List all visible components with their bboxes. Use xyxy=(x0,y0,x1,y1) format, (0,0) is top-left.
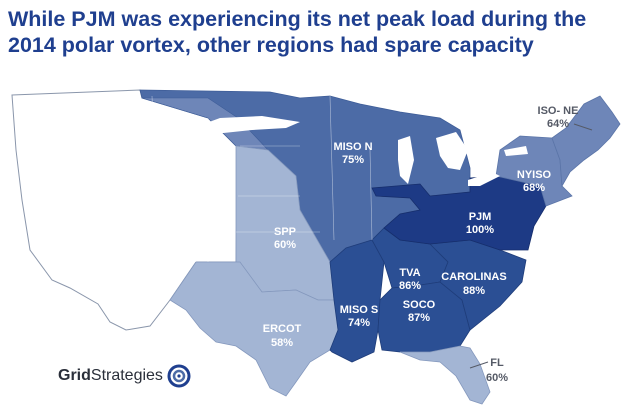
region-label-miso-s: MISO S 74% xyxy=(340,304,379,329)
miso-n-value: 75% xyxy=(342,154,364,166)
carolinas-value: 88% xyxy=(463,285,485,297)
lake-superior xyxy=(182,116,300,140)
region-miso-s xyxy=(329,239,385,363)
nyiso-value: 68% xyxy=(523,182,545,194)
tva-value: 86% xyxy=(399,280,421,292)
region-fl xyxy=(399,345,491,405)
ercot-value: 58% xyxy=(271,337,293,349)
spp-value: 60% xyxy=(274,239,296,251)
tva-name: TVA xyxy=(399,267,420,279)
nyiso-name: NYISO xyxy=(517,169,552,181)
lake-ontario xyxy=(504,146,528,156)
title-line-1: While PJM was experiencing its net peak … xyxy=(8,7,587,31)
ercot-name: ERCOT xyxy=(263,323,302,335)
pjm-value: 100% xyxy=(466,224,494,236)
logo-mark-icon xyxy=(167,364,191,388)
region-ercot xyxy=(169,261,339,397)
fl-name: FL xyxy=(490,357,504,369)
region-label-miso-n: MISO N 75% xyxy=(333,141,372,166)
region-soco xyxy=(377,281,471,353)
state-lines xyxy=(61,93,373,291)
region-label-spp: SPP 60% xyxy=(274,226,296,251)
region-label-carolinas: CAROLINAS 88% xyxy=(441,271,506,297)
fl-value: 60% xyxy=(486,372,508,384)
title-line-2: 2014 polar vortex, other regions had spa… xyxy=(8,33,534,57)
map-title: While PJM was experiencing its net peak … xyxy=(8,6,628,58)
region-label-ercot: ERCOT 58% xyxy=(263,323,302,349)
region-isone xyxy=(551,95,621,188)
pjm-name: PJM xyxy=(469,211,492,223)
grid-strategies-logo: Grid Strategies xyxy=(58,364,191,388)
lake-huron xyxy=(436,132,468,170)
soco-value: 87% xyxy=(408,312,430,324)
region-pjm xyxy=(371,175,547,251)
region-label-soco: SOCO 87% xyxy=(403,299,436,324)
spp-name: SPP xyxy=(274,226,296,238)
region-label-pjm: PJM 100% xyxy=(466,211,494,236)
carolinas-name: CAROLINAS xyxy=(441,271,506,283)
miso-n-name: MISO N xyxy=(333,141,372,153)
lake-erie xyxy=(468,172,500,186)
logo-text-grid: Grid xyxy=(58,367,91,384)
region-label-isone: ISO- NE 64% xyxy=(538,105,593,131)
lake-michigan xyxy=(398,136,414,184)
soco-name: SOCO xyxy=(403,299,436,311)
region-label-fl: FL 60% xyxy=(469,357,508,384)
miso-s-name: MISO S xyxy=(340,304,379,316)
logo-text-strategies: Strategies xyxy=(90,367,163,384)
region-label-tva: TVA 86% xyxy=(399,267,421,292)
region-label-nyiso: NYISO 68% xyxy=(517,169,552,194)
miso-s-value: 74% xyxy=(348,317,370,329)
isone-name: ISO- NE xyxy=(538,105,579,117)
isone-value: 64% xyxy=(547,118,569,130)
